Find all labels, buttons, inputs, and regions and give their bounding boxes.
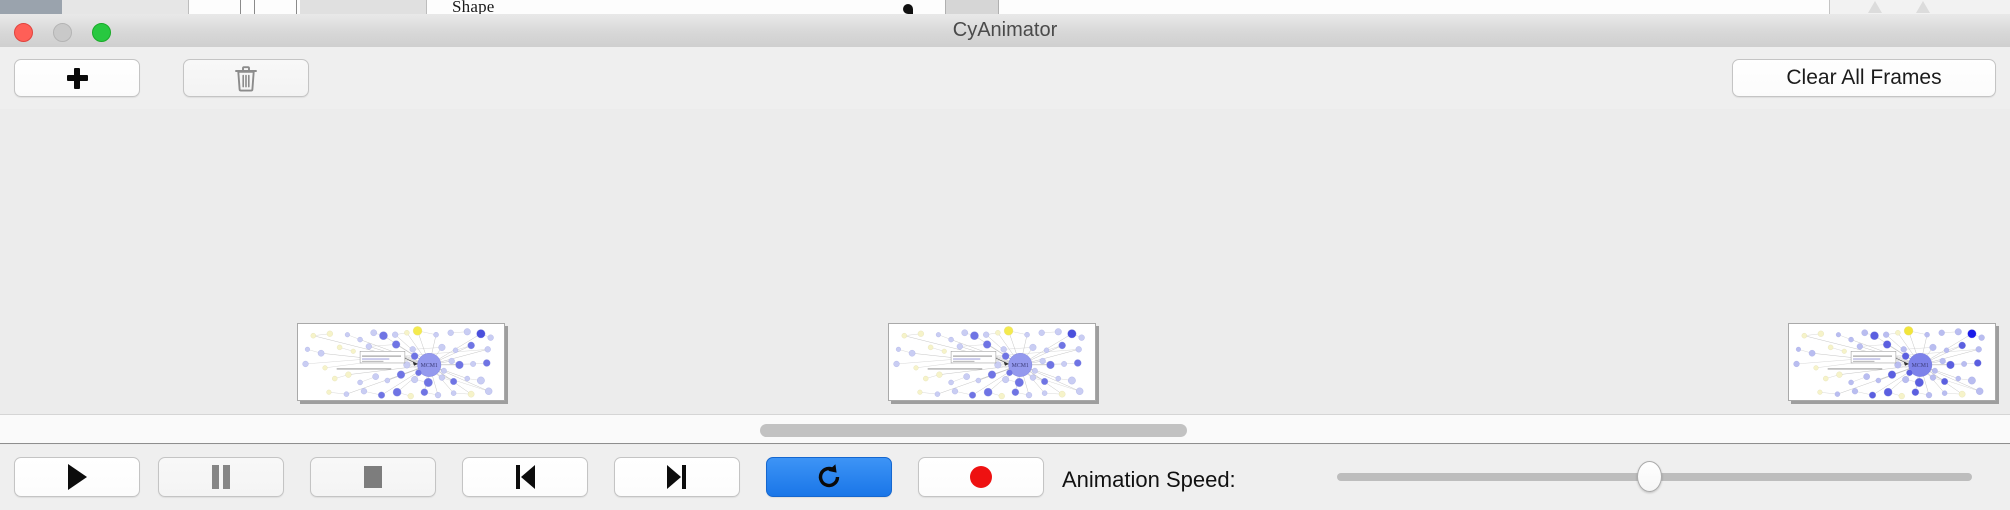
background-toolbar-segment	[300, 0, 427, 14]
background-toolbar-segment	[62, 0, 189, 14]
background-panel	[945, 0, 999, 14]
pause-icon	[212, 465, 230, 489]
close-button[interactable]	[14, 23, 33, 42]
skip-start-icon	[516, 465, 535, 489]
play-button[interactable]	[14, 457, 140, 497]
skip-to-end-button[interactable]	[614, 457, 740, 497]
plus-icon	[66, 67, 88, 89]
svg-text:MCM1: MCM1	[1912, 363, 1929, 369]
background-window-strip: Shape	[0, 0, 2010, 14]
background-divider	[254, 0, 255, 14]
timeline-scrollbar[interactable]	[0, 414, 2010, 444]
record-icon	[970, 466, 992, 488]
background-window-titlebar-fragment	[0, 0, 62, 14]
network-graph-thumbnail: MCM1	[299, 324, 503, 400]
skip-end-icon	[667, 465, 686, 489]
animation-speed-label: Animation Speed:	[1062, 467, 1236, 492]
timeline-frame-thumbnail[interactable]: MCM1	[1788, 323, 1996, 401]
timeline-scrollbar-thumb[interactable]	[760, 424, 1187, 437]
background-right-panel	[1829, 0, 2010, 14]
animation-speed-slider-thumb[interactable]	[1637, 461, 1662, 492]
frame-toolbar: Clear All Frames	[0, 47, 2010, 110]
record-button[interactable]	[918, 457, 1044, 497]
loop-icon	[818, 464, 840, 488]
background-divider	[240, 0, 241, 14]
network-graph-thumbnail: MCM1	[890, 324, 1094, 400]
background-divider	[296, 0, 297, 14]
stop-button[interactable]	[310, 457, 436, 497]
skip-to-start-button[interactable]	[462, 457, 588, 497]
playback-control-bar: Animation Speed:	[0, 445, 2010, 510]
title-bar: CyAnimator	[0, 14, 2010, 48]
pause-button[interactable]	[158, 457, 284, 497]
minimize-button[interactable]	[53, 23, 72, 42]
loop-button[interactable]	[766, 457, 892, 497]
network-graph-thumbnail: MCM1	[1790, 324, 1994, 400]
timeline-frame-thumbnail[interactable]: MCM1	[297, 323, 505, 401]
add-frame-button[interactable]	[14, 59, 140, 97]
stop-icon	[364, 466, 382, 488]
window-title: CyAnimator	[952, 19, 1058, 41]
timeline-frame-thumbnail[interactable]: MCM1	[888, 323, 1096, 401]
clear-all-frames-button[interactable]: Clear All Frames	[1732, 59, 1996, 97]
svg-text:MCM1: MCM1	[421, 363, 438, 369]
delete-frame-button[interactable]	[183, 59, 309, 97]
background-triangle-icon	[1868, 1, 1882, 13]
play-icon	[68, 464, 87, 490]
background-triangle-icon	[1916, 1, 1930, 13]
maximize-button[interactable]	[92, 23, 111, 42]
background-shape-label: Shape	[452, 0, 495, 14]
clear-all-frames-label: Clear All Frames	[1786, 66, 1942, 89]
svg-text:MCM1: MCM1	[1012, 363, 1029, 369]
background-cursor-marker	[903, 4, 913, 14]
trash-icon	[235, 65, 257, 92]
